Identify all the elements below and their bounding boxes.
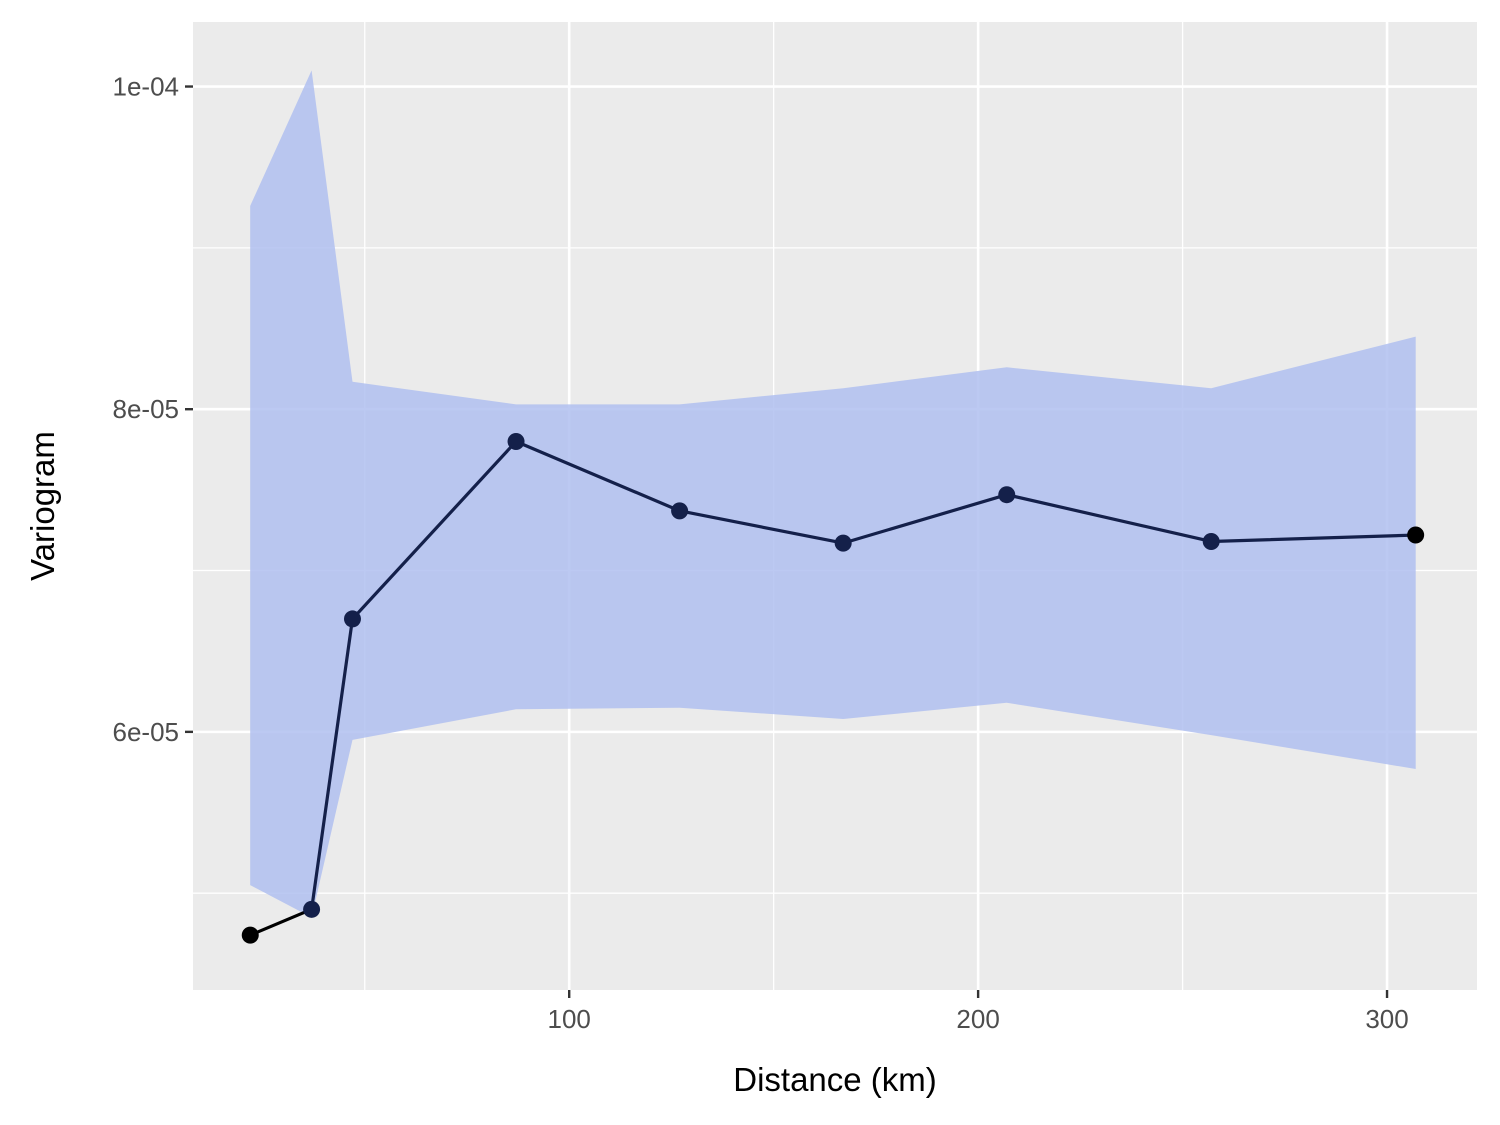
y-axis-title: Variogram [24,431,61,581]
data-point [241,926,259,944]
variogram-line [248,439,1418,937]
line-segment [1209,533,1418,544]
y-tick-label: 8e-05 [113,394,180,424]
x-axis-title: Distance (km) [733,1061,937,1098]
y-tick-label: 1e-04 [113,72,180,102]
line-segment [1005,493,1213,544]
variogram-points [241,432,1425,944]
ribbon-area [250,70,1416,918]
line-segment [514,439,682,513]
line-segment [350,439,518,621]
line-segment [309,617,355,911]
data-point [303,900,321,918]
data-point [507,432,525,450]
line-segment [678,509,845,545]
data-point [671,502,689,520]
line-segment [248,907,314,937]
data-point [998,486,1016,504]
x-tick-label: 100 [548,1004,591,1034]
data-point [1202,532,1220,550]
line-segment [841,493,1009,545]
y-tick-label: 6e-05 [113,717,180,747]
data-point [834,534,852,552]
x-tick-label: 300 [1365,1004,1408,1034]
y-axis: 6e-05 8e-05 1e-04 [113,72,193,747]
data-point [1407,526,1425,544]
x-axis: 100 200 300 [548,990,1409,1034]
data-point [343,610,361,628]
confidence-band [250,70,1416,918]
x-tick-label: 200 [956,1004,999,1034]
